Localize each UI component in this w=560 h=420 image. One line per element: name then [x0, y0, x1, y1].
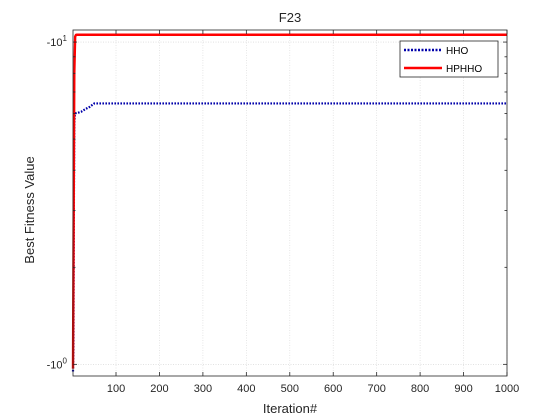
- y-tick-label: -101: [47, 34, 68, 49]
- axes: [72, 29, 508, 377]
- chart-title: F23: [279, 10, 301, 25]
- y-axis-title: Best Fitness Value: [22, 156, 37, 263]
- x-tick-label: 300: [194, 383, 212, 395]
- series-line-hphho: [71, 33, 507, 369]
- x-tick-label: 600: [324, 383, 342, 395]
- legend-label-hphho: HPHHO: [446, 64, 482, 75]
- grid: [73, 30, 508, 376]
- tick-labels: 100 200 300 400 500 600 700 800 900 1000 -100 -101: [47, 34, 520, 395]
- x-tick-label: 900: [454, 383, 472, 395]
- x-tick-label: 800: [411, 383, 429, 395]
- series-line-hho: [71, 102, 507, 372]
- x-tick-label: 100: [107, 383, 125, 395]
- y-tick-label: -100: [47, 356, 68, 371]
- x-tick-label: 700: [367, 383, 385, 395]
- legend-box: [399, 40, 499, 78]
- x-tick-label: 500: [281, 383, 299, 395]
- legend: HHO HPHHO: [399, 40, 499, 78]
- series-layer: [71, 33, 507, 372]
- legend-label-hho: HHO: [446, 46, 468, 57]
- x-axis-title: Iteration#: [263, 401, 318, 416]
- x-tick-label: 1000: [495, 383, 519, 395]
- x-tick-label: 400: [237, 383, 255, 395]
- x-tick-label: 200: [150, 383, 168, 395]
